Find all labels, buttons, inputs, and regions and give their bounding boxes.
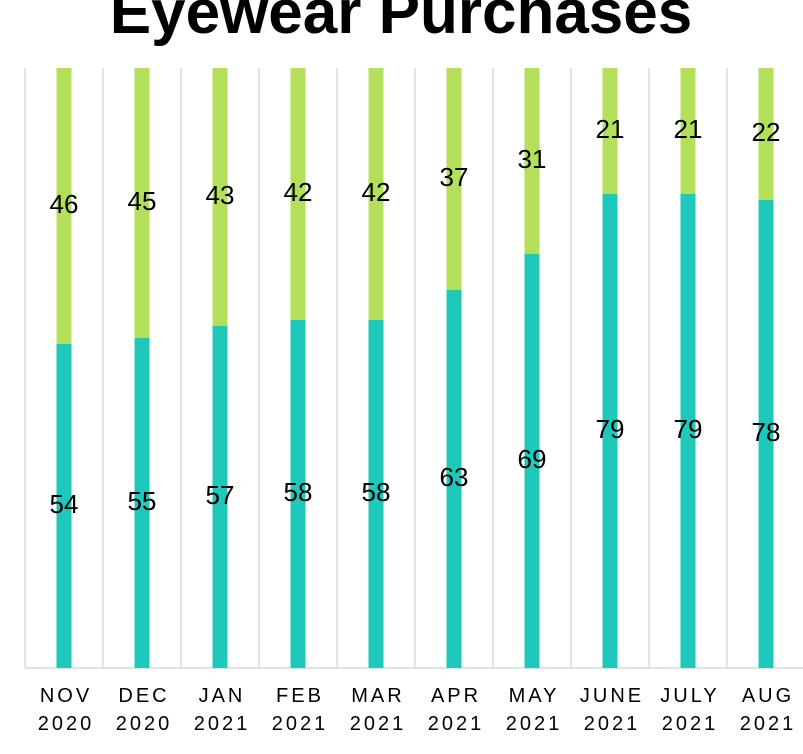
data-label: 69 xyxy=(518,444,547,474)
bar-segment xyxy=(446,68,462,290)
data-label: 37 xyxy=(440,162,469,192)
data-label: 58 xyxy=(284,477,313,507)
data-label: 79 xyxy=(596,414,625,444)
data-label: 57 xyxy=(206,480,235,510)
data-label: 42 xyxy=(284,177,313,207)
data-label: 43 xyxy=(206,180,235,210)
bar-segment xyxy=(290,68,306,320)
bar-segment xyxy=(290,320,306,668)
bar-segment xyxy=(56,344,72,668)
data-label: 54 xyxy=(50,489,79,519)
bar-segment xyxy=(602,194,618,668)
data-label: 45 xyxy=(128,186,157,216)
x-tick-label: DEC 2020 xyxy=(115,685,173,735)
x-tick-label: AUG 2021 xyxy=(739,685,797,735)
data-label: 78 xyxy=(752,417,781,447)
bar-segment xyxy=(602,68,618,194)
data-label: 79 xyxy=(674,414,703,444)
bar-segment xyxy=(524,254,540,668)
bar-segment xyxy=(212,326,228,668)
x-tick-label: FEB 2021 xyxy=(271,685,329,735)
bar-segment xyxy=(680,68,696,194)
data-label: 55 xyxy=(128,486,157,516)
data-label: 42 xyxy=(362,177,391,207)
x-tick-label: JAN 2021 xyxy=(193,685,251,735)
data-label: 22 xyxy=(752,117,781,147)
data-label: 21 xyxy=(674,114,703,144)
data-label: 21 xyxy=(596,114,625,144)
data-label: 31 xyxy=(518,144,547,174)
bar-segment xyxy=(680,194,696,668)
x-tick-label: MAR 2021 xyxy=(349,685,407,735)
bar-segment xyxy=(212,68,228,326)
bar-segment xyxy=(56,68,72,344)
bar-segment xyxy=(368,68,384,320)
data-label: 46 xyxy=(50,189,79,219)
bar-segment xyxy=(758,68,774,200)
bar-segment xyxy=(758,200,774,668)
bar-segment xyxy=(524,68,540,254)
x-tick-label: NOV 2020 xyxy=(37,685,95,735)
chart-title: Eyewear Purchases xyxy=(110,0,693,47)
bar-segment xyxy=(134,68,150,338)
bar-segment xyxy=(446,290,462,668)
x-tick-label: MAY 2021 xyxy=(505,685,563,735)
bar-segment xyxy=(368,320,384,668)
x-tick-label: JUNE 2021 xyxy=(579,685,645,735)
bar-segment xyxy=(134,338,150,668)
x-tick-label: APR 2021 xyxy=(427,685,485,735)
data-label: 58 xyxy=(362,477,391,507)
data-label: 63 xyxy=(440,462,469,492)
x-tick-label: JULY 2021 xyxy=(660,685,720,735)
